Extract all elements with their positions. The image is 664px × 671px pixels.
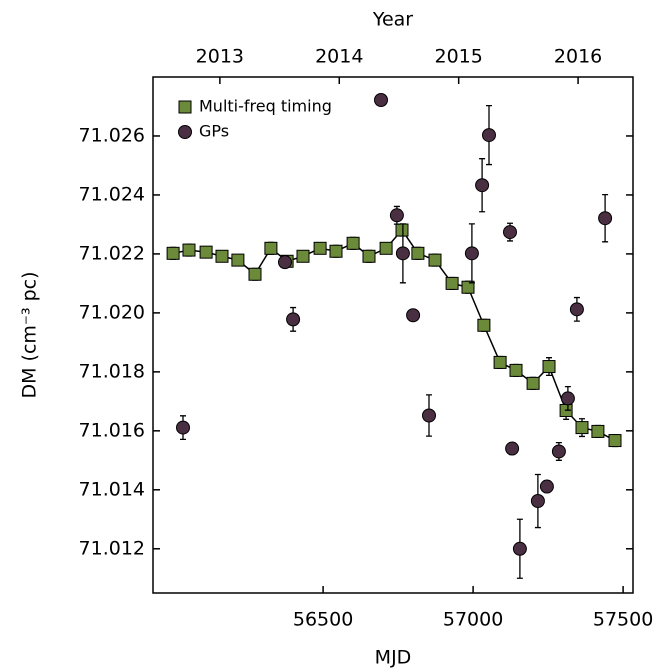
circle-point xyxy=(395,246,410,261)
circle-point xyxy=(278,255,292,270)
square-point xyxy=(395,223,409,237)
square-point xyxy=(526,376,540,390)
square-point xyxy=(362,249,376,263)
y-tick-label: 71.024 xyxy=(79,183,145,205)
legend-marker xyxy=(178,100,192,114)
circle-point xyxy=(598,211,613,226)
x-tick-label: 57000 xyxy=(443,609,503,631)
circle-point xyxy=(482,128,496,143)
legend-label: Multi-freq timing xyxy=(199,97,332,116)
y-tick-label: 71.020 xyxy=(79,301,145,323)
x2-axis-title: Year xyxy=(372,9,413,31)
circle-point xyxy=(569,302,584,317)
circle-point xyxy=(560,391,575,406)
square-point xyxy=(248,267,262,281)
square-point xyxy=(493,355,507,369)
x2-tick-label: 2013 xyxy=(196,46,244,68)
x-axis-title: MJD xyxy=(375,647,412,669)
square-point xyxy=(264,241,278,255)
circle-point xyxy=(539,479,554,494)
square-point xyxy=(445,276,459,290)
y-tick-label: 71.026 xyxy=(79,124,145,146)
circle-point xyxy=(475,178,490,193)
square-point xyxy=(608,434,622,448)
square-point xyxy=(411,246,425,260)
square-point xyxy=(313,241,327,255)
square-point xyxy=(329,244,343,258)
square-point xyxy=(182,243,196,257)
square-point xyxy=(575,421,589,435)
circle-point xyxy=(286,312,301,327)
circle-point xyxy=(389,208,404,223)
legend-marker xyxy=(178,125,192,139)
x2-tick-label: 2015 xyxy=(434,46,482,68)
square-point xyxy=(215,249,229,263)
y-tick-label: 71.012 xyxy=(79,537,145,559)
circle-point xyxy=(551,444,566,459)
square-point xyxy=(296,249,310,263)
square-point xyxy=(428,253,442,267)
x2-tick-label: 2016 xyxy=(554,46,602,68)
square-point xyxy=(231,253,245,267)
y-tick-label: 71.022 xyxy=(79,242,145,264)
square-point xyxy=(542,360,556,374)
circle-point xyxy=(505,441,520,456)
y-tick-label: 71.016 xyxy=(79,419,145,441)
y-axis-title: DM (cm⁻³ pc) xyxy=(19,271,41,398)
circle-point xyxy=(422,408,436,423)
circle-point xyxy=(464,246,479,261)
series-line xyxy=(172,228,616,442)
square-point xyxy=(509,363,523,377)
square-point xyxy=(461,280,475,294)
y-tick-label: 71.018 xyxy=(79,360,145,382)
square-point xyxy=(477,318,491,332)
circle-point xyxy=(176,420,190,435)
circle-point xyxy=(406,308,421,323)
circle-point xyxy=(530,494,545,509)
legend-label: GPs xyxy=(199,122,229,141)
square-point xyxy=(166,246,180,260)
square-point xyxy=(346,236,360,250)
x-tick-label: 56500 xyxy=(293,609,353,631)
square-point xyxy=(199,245,213,259)
x2-tick-label: 2014 xyxy=(315,46,363,68)
plot-frame xyxy=(152,76,634,594)
square-point xyxy=(379,241,393,255)
circle-point xyxy=(374,92,388,107)
square-point xyxy=(591,424,605,438)
circle-point xyxy=(512,541,527,556)
circle-point xyxy=(503,225,517,240)
y-tick-label: 71.014 xyxy=(79,478,145,500)
x-tick-label: 57500 xyxy=(593,609,653,631)
